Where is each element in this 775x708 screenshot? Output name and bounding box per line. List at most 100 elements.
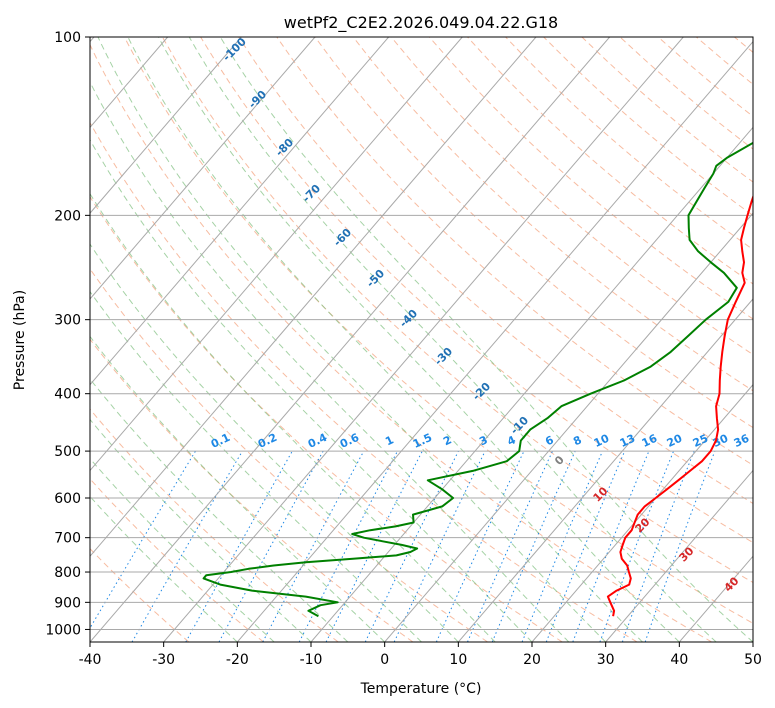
isotherm-line	[90, 37, 316, 300]
mixing-ratio-line	[491, 450, 576, 642]
x-tick-label: -30	[152, 652, 175, 668]
dry-adiabat-line	[390, 37, 753, 356]
dry-adiabat-line	[123, 37, 753, 624]
dewpoint-profile-line	[202, 141, 753, 618]
x-tick-label: 0	[380, 652, 389, 668]
isotherm-line	[90, 37, 537, 558]
dry-adiabat-line	[695, 37, 753, 85]
mixing-ratio-line	[599, 450, 675, 642]
x-tick-label: -40	[79, 652, 102, 668]
dry-adiabat-label: -30	[432, 345, 455, 368]
dry-adiabat-line	[314, 37, 753, 429]
moist-adiabat-line	[157, 37, 680, 642]
dry-adiabat-line	[90, 43, 712, 642]
series-lines	[202, 141, 753, 618]
mixing-ratio-label: 1	[383, 433, 395, 448]
dry-adiabat-label: -40	[397, 307, 420, 330]
y-tick-label: 600	[54, 491, 81, 507]
mixing-ratio-line	[364, 450, 459, 642]
isotherm-line	[90, 37, 463, 472]
y-tick-label: 400	[54, 387, 81, 403]
x-tick-label: 30	[597, 652, 615, 668]
moist-adiabat-line	[90, 418, 312, 642]
moist-adiabat-line	[97, 37, 607, 642]
y-tick-label: 100	[54, 30, 81, 46]
dry-adiabat-line	[352, 37, 753, 392]
plot-frame	[89, 36, 754, 643]
moist-adiabat-line	[90, 80, 570, 642]
mixing-ratio-label: 10	[592, 432, 612, 450]
isotherm-line	[531, 383, 753, 642]
moist-adiabat-line	[90, 495, 238, 642]
isotherm-line	[90, 37, 242, 214]
mixing-ratio-label: 0.4	[306, 431, 329, 451]
mixing-ratio-label: 0.1	[209, 431, 232, 451]
mixing-ratio-label: 0.2	[256, 431, 279, 451]
mixing-ratio-label: 25	[691, 432, 710, 450]
dry-adiabat-line	[200, 37, 753, 544]
mixing-ratio-line	[621, 450, 695, 642]
dry-adiabat-line	[90, 408, 339, 642]
dry-adiabat-line	[90, 267, 488, 642]
y-tick-label: 300	[54, 313, 81, 329]
y-tick-label: 200	[54, 208, 81, 224]
mixing-ratio-line	[131, 450, 243, 642]
mixing-ratio-label: 8	[571, 433, 583, 448]
dry-adiabat-label: 40	[722, 574, 742, 594]
moist-adiabat-line	[188, 37, 717, 642]
y-axis: 100 200 300 400 500 600 700 800 900 1000	[45, 30, 90, 638]
mixing-ratio-label: 1.5	[411, 431, 434, 451]
dry-adiabat-line	[90, 478, 264, 642]
mixing-ratio-label: 30	[711, 432, 731, 450]
moist-adiabat-line	[90, 335, 386, 642]
moist-adiabat-line	[90, 243, 459, 642]
y-tick-label: 700	[54, 531, 81, 547]
mixing-ratio-label: 16	[640, 432, 660, 450]
mixing-ratio-label: 2	[441, 433, 453, 448]
isotherm-line	[752, 641, 753, 642]
x-tick-label: 20	[523, 652, 541, 668]
dry-adiabat-line	[90, 338, 414, 642]
y-tick-label: 1000	[45, 622, 81, 638]
isotherm-line	[457, 298, 753, 642]
dry-adiabat-label: 10	[591, 484, 611, 504]
mixing-ratio-label: 13	[618, 432, 637, 450]
isotherm-line	[310, 126, 753, 642]
mixing-ratio-line	[262, 450, 365, 642]
dry-adiabat-line	[505, 37, 753, 251]
dry-adiabat-line	[161, 37, 753, 584]
dry-adiabat-line	[90, 547, 190, 642]
x-tick-label: 10	[449, 652, 467, 668]
dry-adiabat-line	[657, 37, 753, 118]
mixing-ratio-line	[572, 450, 650, 642]
y-tick-label: 800	[54, 565, 81, 581]
isotherm-line	[90, 37, 390, 386]
dry-adiabat-label: 0	[552, 453, 567, 468]
dry-adiabat-line	[238, 37, 753, 505]
mixing-ratio-label: 20	[665, 432, 685, 450]
isotherm-line	[163, 37, 684, 642]
dry-adiabat-label: -80	[273, 136, 296, 159]
dry-adiabat-label: -70	[300, 182, 323, 205]
moist-adiabat-line	[90, 290, 422, 642]
x-axis: -40 -30 -20 -10 0 10 20 30 40 50	[79, 642, 762, 668]
isotherm-line	[384, 212, 753, 642]
isotherm-line	[605, 469, 753, 642]
moist-adiabat-line	[90, 457, 275, 642]
moist-adiabat-line	[127, 37, 643, 642]
isotherm-line	[90, 37, 611, 642]
dry-adiabat-line	[90, 195, 563, 642]
mixing-ratio-label: 36	[732, 432, 752, 450]
moist-adiabat-line	[90, 378, 349, 642]
mixing-ratio-line	[435, 450, 525, 642]
grid-lines	[90, 37, 753, 642]
dry-adiabat-line	[734, 37, 753, 53]
x-tick-label: 40	[670, 652, 688, 668]
dry-adiabat-label: -60	[331, 226, 354, 249]
mixing-ratio-line	[393, 450, 486, 642]
y-axis-label: Pressure (hPa)	[12, 290, 28, 390]
y-tick-label: 500	[54, 444, 81, 460]
mixing-ratio-label: 0.6	[338, 431, 361, 451]
moist-adiabat-line	[219, 37, 753, 642]
y-tick-label: 900	[54, 595, 81, 611]
